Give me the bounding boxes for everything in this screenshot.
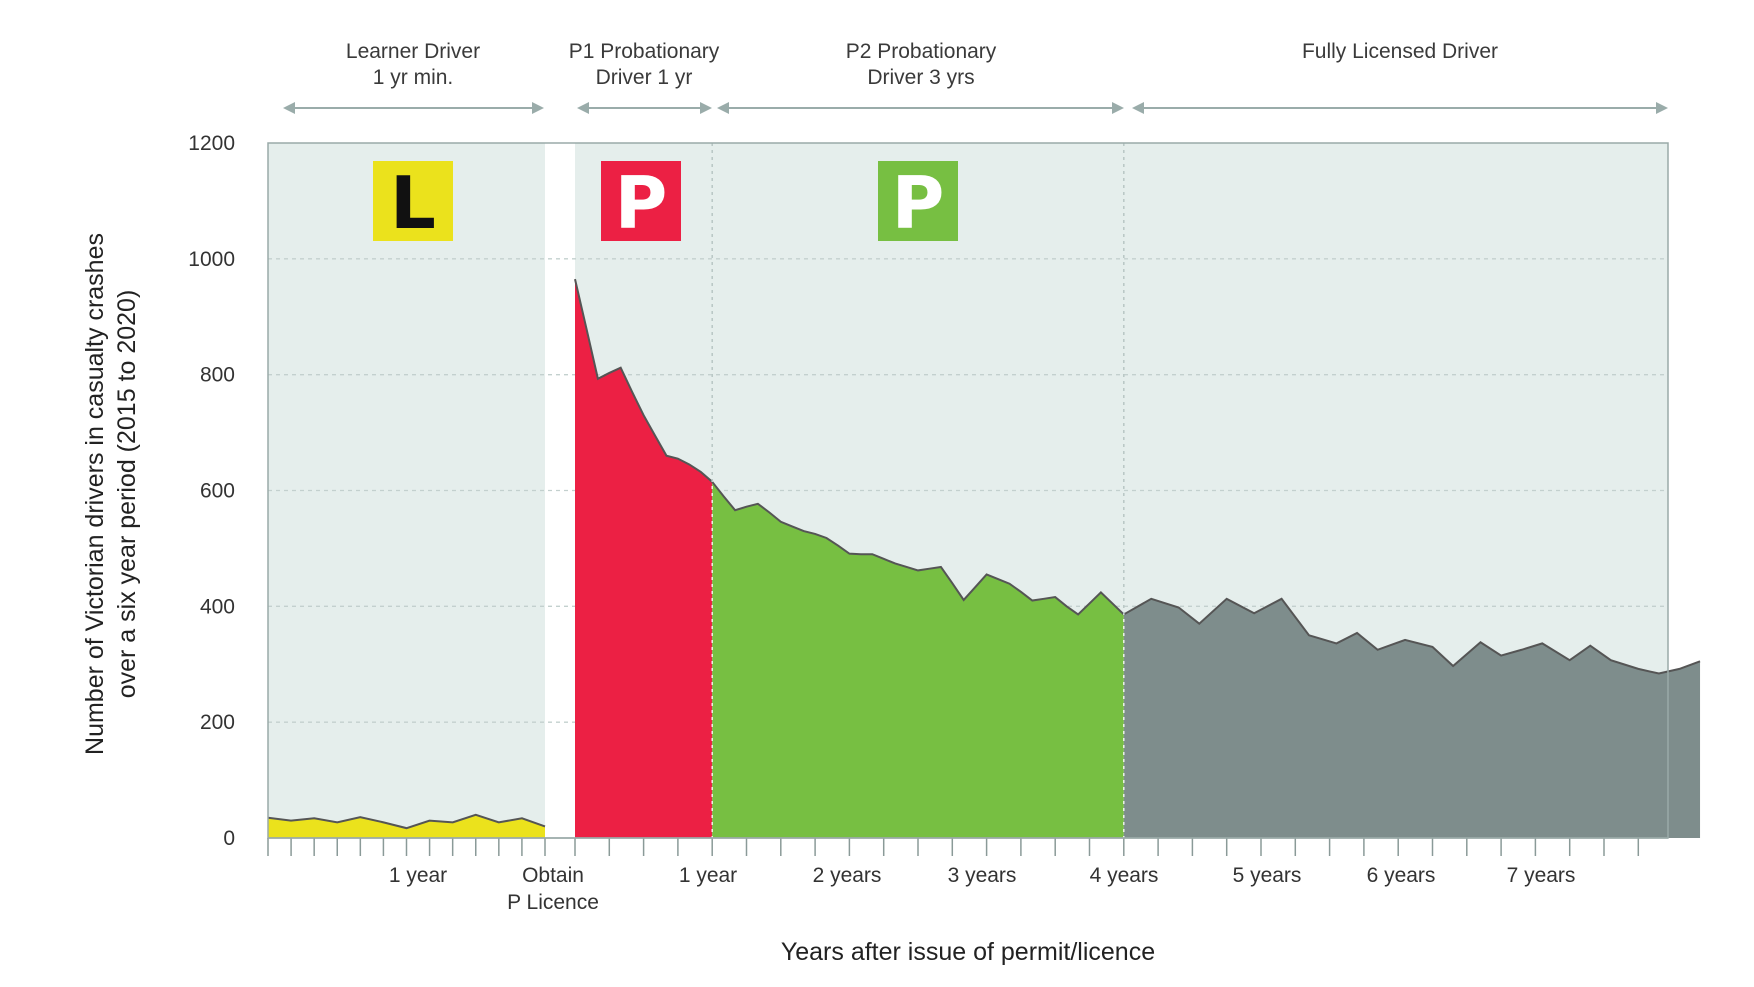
y-tick-label: 800 — [200, 364, 235, 387]
x-axis-ticks: 1 year Obtain P Licence 1 year 2 years 3 year… — [267, 837, 1668, 914]
y-axis-title: Number of Victorian drivers in casualty … — [81, 233, 141, 755]
licence-badge-letter-3: P — [892, 161, 945, 245]
phase-arrow-head-right — [700, 102, 712, 114]
y-axis-title-line-1: Number of Victorian drivers in casualty … — [81, 233, 109, 755]
x-tick-label: 3 years — [948, 864, 1017, 887]
phase-arrow-head-right — [1112, 102, 1124, 114]
area-learner — [268, 814, 545, 838]
phase-arrow-head-left — [577, 102, 589, 114]
x-tick-label: 4 years — [1090, 864, 1159, 887]
x-tick-label: 2 years — [813, 864, 882, 887]
x-axis-title: Years after issue of permit/licence — [781, 938, 1155, 966]
phase-arrow-head-right — [1656, 102, 1668, 114]
phase-arrows — [283, 102, 1668, 114]
phase-arrow-head-left — [717, 102, 729, 114]
x-tick-label: P Licence — [507, 891, 599, 914]
licence-badge-letter-1: L — [390, 161, 436, 245]
area-full — [1123, 598, 1701, 838]
line-learner — [267, 813, 546, 830]
licence-badge-letter-2: P — [615, 161, 668, 245]
phase-label-4: Fully Licensed Driver — [1302, 40, 1498, 63]
area-p2 — [712, 481, 1124, 838]
phase-label-1: 1 yr min. — [373, 66, 454, 89]
y-axis-title-line-2: over a six year period (2015 to 2020) — [113, 290, 141, 699]
phase-label-2: P1 Probationary — [569, 40, 720, 63]
y-tick-label: 400 — [200, 595, 235, 618]
x-tick-label: 1 year — [389, 864, 447, 887]
x-tick-label: 5 years — [1233, 864, 1302, 887]
phase-labels: Learner Driver 1 yr min. P1 Probationary Dr… — [346, 40, 1498, 89]
line-p2 — [711, 481, 1125, 616]
area-p1 — [575, 279, 713, 839]
licence-badge-1 — [373, 161, 453, 241]
phase-label-3: P2 Probationary — [846, 40, 997, 63]
phase-arrow-head-right — [532, 102, 544, 114]
y-tick-label: 600 — [200, 480, 235, 503]
y-tick-label: 0 — [223, 827, 235, 850]
phase-arrow-head-left — [1132, 102, 1144, 114]
area-series — [267, 278, 1701, 839]
licence-badge-2 — [601, 161, 681, 241]
y-axis-ticks: 0 200 400 600 800 1000 1200 — [188, 132, 235, 850]
phase-dividers — [711, 143, 1125, 838]
phase-label-3: Driver 3 yrs — [867, 66, 974, 89]
y-tick-label: 200 — [200, 711, 235, 734]
x-tick-label: 7 years — [1507, 864, 1576, 887]
licence-badge-3 — [878, 161, 958, 241]
phase-arrow-head-left — [283, 102, 295, 114]
x-tick-label: 1 year — [679, 864, 737, 887]
phase-label-2: Driver 1 yr — [596, 66, 693, 89]
phase-label-1: Learner Driver — [346, 40, 480, 63]
x-tick-label: Obtain — [522, 864, 584, 887]
line-full — [1123, 597, 1701, 675]
x-tick-label: 6 years — [1367, 864, 1436, 887]
line-p1 — [574, 278, 713, 483]
y-tick-label: 1000 — [188, 248, 235, 271]
y-tick-label: 1200 — [188, 132, 235, 155]
